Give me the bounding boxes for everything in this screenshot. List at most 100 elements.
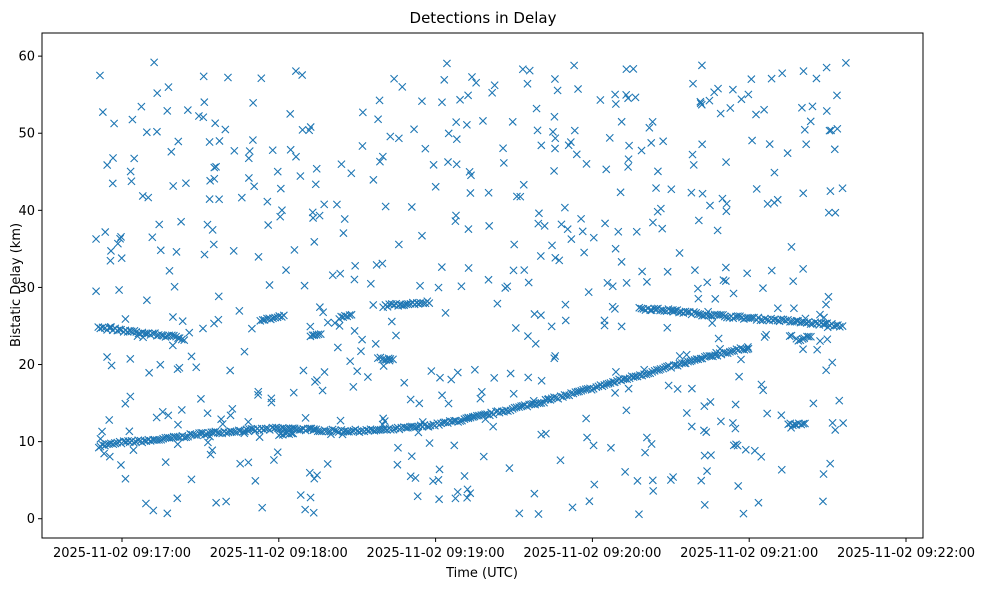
noise-point — [828, 418, 837, 427]
noise-point — [605, 133, 614, 142]
noise-point — [237, 193, 246, 202]
noise-point — [835, 396, 844, 405]
noise-point — [323, 318, 332, 327]
noise-point — [589, 233, 598, 242]
noise-point — [226, 411, 235, 420]
noise-point — [393, 460, 402, 469]
noise-point — [418, 418, 427, 427]
noise-point — [407, 202, 416, 211]
noise-point — [205, 138, 214, 146]
noise-point — [170, 282, 179, 291]
noise-point — [689, 79, 697, 88]
track-point — [157, 435, 166, 444]
noise-point — [291, 67, 300, 76]
noise-point — [311, 180, 320, 189]
track-point — [610, 378, 619, 387]
track-point — [195, 429, 204, 438]
noise-point — [349, 382, 358, 391]
noise-point — [228, 404, 237, 413]
noise-point — [624, 162, 633, 171]
noise-point — [416, 281, 425, 290]
noise-point — [374, 115, 383, 124]
x-axis: 2025-11-02 09:17:00 2025-11-02 09:18:00 20… — [53, 538, 975, 561]
track-point — [386, 425, 395, 434]
noise-point — [205, 195, 214, 204]
noise-point — [153, 89, 162, 98]
noise-point — [336, 416, 345, 425]
noise-point — [226, 366, 235, 375]
noise-point — [574, 85, 583, 94]
noise-point — [647, 138, 656, 147]
noise-point — [308, 208, 317, 217]
noise-point — [698, 189, 707, 198]
noise-point — [315, 211, 324, 220]
noise-point — [258, 503, 267, 512]
noise-point — [580, 248, 589, 257]
track-point — [696, 354, 705, 363]
noise-point — [777, 465, 786, 474]
noise-point — [156, 246, 165, 255]
track-point — [258, 315, 267, 324]
noise-point — [142, 128, 151, 137]
track-point — [197, 428, 206, 437]
noise-point — [444, 129, 453, 138]
noise-point — [463, 485, 472, 494]
noise-point — [152, 413, 161, 422]
track-point — [656, 364, 665, 373]
track-point — [760, 314, 769, 323]
noise-point — [550, 74, 559, 83]
track-point — [617, 376, 626, 385]
track-point — [723, 349, 732, 358]
noise-point — [617, 117, 626, 126]
noise-point — [544, 395, 553, 404]
noise-point — [815, 310, 824, 319]
noise-point — [589, 441, 598, 450]
track-point — [671, 306, 680, 315]
noise-point — [603, 278, 612, 287]
track-point — [650, 304, 659, 313]
noise-point — [797, 103, 806, 112]
noise-point — [221, 125, 230, 134]
noise-point — [757, 452, 766, 461]
noise-point — [708, 319, 717, 328]
noise-point — [172, 247, 181, 256]
x-tick-label: 2025-11-02 09:17:00 — [53, 546, 191, 561]
noise-point — [614, 227, 623, 236]
track-point — [177, 335, 186, 344]
x-tick-label: 2025-11-02 09:20:00 — [523, 546, 661, 561]
noise-point — [611, 99, 620, 108]
noise-point — [831, 208, 840, 217]
noise-point — [622, 65, 631, 74]
noise-point — [826, 459, 835, 468]
noise-point — [645, 123, 654, 132]
noise-point — [582, 159, 591, 168]
noise-point — [648, 476, 657, 485]
noise-point — [163, 106, 172, 115]
track-point — [835, 322, 844, 331]
noise-point — [688, 150, 697, 159]
noise-point — [637, 146, 646, 155]
noise-point — [533, 126, 542, 135]
y-tick-label: 20 — [18, 358, 35, 373]
noise-point — [687, 188, 696, 197]
noise-point — [752, 184, 761, 193]
y-tick-label: 10 — [18, 435, 35, 450]
noise-point — [663, 267, 672, 276]
noise-point — [718, 194, 727, 203]
noise-point — [511, 324, 520, 333]
track-point — [425, 299, 434, 308]
noise-point — [98, 108, 107, 117]
noise-point — [551, 253, 560, 262]
noise-point — [698, 140, 707, 149]
noise-point — [809, 399, 818, 408]
noise-point — [290, 245, 299, 254]
track-point — [604, 379, 613, 388]
noise-point — [606, 443, 615, 452]
noise-point — [808, 102, 817, 111]
noise-point — [353, 367, 362, 376]
noise-point — [735, 372, 744, 381]
noise-point — [833, 124, 842, 133]
noise-point — [506, 369, 515, 378]
noise-point — [450, 441, 459, 450]
noise-point — [351, 261, 360, 270]
